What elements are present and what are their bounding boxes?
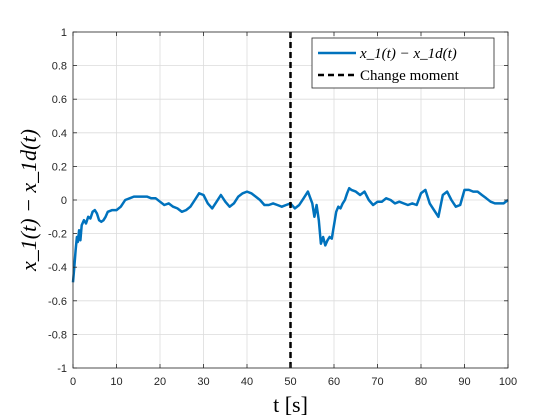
legend-entry-change-moment: Change moment	[360, 68, 460, 84]
x-tick-label: 30	[197, 376, 209, 388]
y-tick-label: -0.2	[48, 229, 67, 241]
y-tick-label: 1	[61, 27, 67, 39]
y-tick-label: -0.6	[48, 296, 67, 308]
y-axis-label: x_1(t) − x_1d(t)	[16, 129, 41, 272]
y-tick-label: 0.6	[52, 94, 67, 106]
x-tick-label: 60	[328, 376, 340, 388]
x-tick-label: 90	[458, 376, 470, 388]
x-tick-label: 70	[371, 376, 383, 388]
y-tick-label: -1	[57, 363, 67, 375]
y-tick-label: 0.2	[52, 161, 67, 173]
x-tick-label: 0	[70, 376, 76, 388]
legend-entry-series: x_1(t) − x_1d(t)	[359, 46, 457, 62]
x-tick-label: 50	[284, 376, 296, 388]
x-tick-label: 10	[110, 376, 122, 388]
y-tick-label: -0.4	[48, 262, 67, 274]
y-tick-label: 0.4	[52, 128, 67, 140]
y-tick-label: -0.8	[48, 329, 67, 341]
y-tick-label: 0.8	[52, 61, 67, 73]
legend: x_1(t) − x_1d(t) Change moment	[312, 38, 494, 88]
x-tick-label: 20	[154, 376, 166, 388]
x-tick-label: 40	[241, 376, 253, 388]
y-tick-label: 0	[61, 195, 67, 207]
x-axis-label: t [s]	[273, 392, 308, 417]
x-tick-label: 100	[499, 376, 517, 388]
x-tick-label: 80	[415, 376, 427, 388]
